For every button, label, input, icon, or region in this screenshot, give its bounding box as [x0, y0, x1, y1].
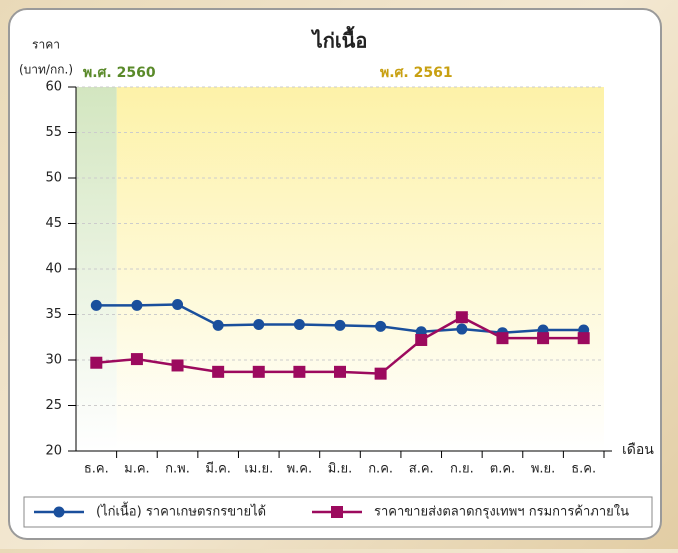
- y-tick-label: 25: [45, 398, 62, 413]
- data-point: [456, 323, 468, 335]
- chart-title: ไก่เนื้อ: [311, 26, 368, 53]
- data-point: [252, 365, 265, 378]
- data-point: [374, 367, 387, 380]
- data-point: [172, 298, 184, 310]
- y-tick-label: 50: [45, 171, 62, 186]
- x-axis-label: เดือน: [622, 442, 654, 458]
- data-point: [334, 319, 346, 331]
- data-point: [90, 356, 103, 369]
- x-tick-label: ต.ค.: [490, 462, 515, 477]
- legend-label: ราคาขายส่งตลาดกรุงเทพฯ กรมการค้าภายใน: [374, 504, 629, 520]
- data-point: [131, 299, 143, 311]
- y-axis-label: ราคา: [32, 38, 60, 52]
- data-point: [577, 332, 590, 345]
- era-label: พ.ศ. 2560: [83, 65, 156, 81]
- legend-marker: [331, 506, 343, 518]
- y-tick-label: 55: [45, 125, 62, 140]
- x-tick-label: ธ.ค.: [571, 462, 596, 477]
- x-tick-label: เม.ย.: [244, 462, 273, 477]
- data-point: [455, 311, 468, 324]
- x-tick-label: ก.ค.: [368, 462, 393, 477]
- y-tick-label: 60: [45, 80, 62, 95]
- data-point: [415, 333, 428, 346]
- data-point: [496, 332, 509, 345]
- x-tick-label: มิ.ย.: [328, 462, 352, 477]
- y-tick-label: 40: [45, 262, 62, 277]
- x-tick-label: ส.ค.: [409, 462, 434, 477]
- data-point: [212, 319, 224, 331]
- legend-marker: [53, 506, 65, 518]
- x-tick-label: ก.ย.: [450, 462, 474, 477]
- x-tick-label: ธ.ค.: [84, 462, 109, 477]
- data-point: [171, 359, 184, 372]
- era-label: พ.ศ. 2561: [380, 65, 453, 81]
- y-tick-label: 20: [45, 444, 62, 459]
- data-point: [253, 319, 265, 331]
- data-point: [212, 365, 225, 378]
- data-point: [293, 365, 306, 378]
- data-point: [375, 320, 387, 332]
- y-tick-label: 45: [45, 216, 62, 231]
- x-tick-label: ก.พ.: [165, 462, 190, 477]
- y-tick-label: 35: [45, 307, 62, 322]
- legend-label: (ไก่เนื้อ) ราคาเกษตรกรขายได้: [96, 502, 266, 520]
- x-tick-label: พ.ย.: [531, 462, 555, 477]
- y-tick-label: 30: [45, 353, 62, 368]
- y-axis-label: (บาท/กก.): [19, 63, 73, 77]
- x-tick-label: มี.ค.: [205, 461, 231, 477]
- data-point: [334, 365, 346, 378]
- data-point: [293, 319, 305, 331]
- data-point: [130, 353, 143, 366]
- x-tick-label: พ.ค.: [287, 462, 313, 477]
- data-point: [537, 332, 550, 345]
- data-point: [90, 299, 102, 311]
- x-tick-label: ม.ค.: [124, 462, 150, 477]
